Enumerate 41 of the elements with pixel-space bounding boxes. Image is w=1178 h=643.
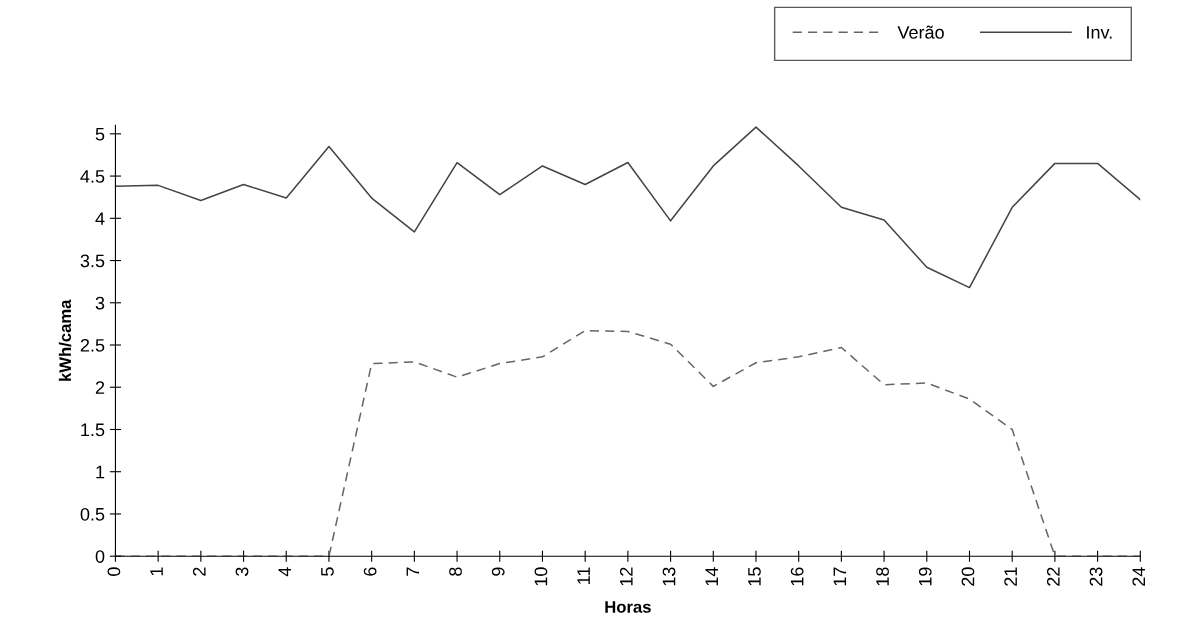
x-tick-label: 20 xyxy=(961,567,975,586)
x-tick-label: 13 xyxy=(662,567,676,586)
y-tick-label: 1 xyxy=(96,465,105,479)
x-tick-label: 12 xyxy=(619,567,633,586)
x-tick-label: 3 xyxy=(235,567,249,576)
x-tick-label: 9 xyxy=(491,567,505,576)
y-tick-label: 3 xyxy=(95,296,105,310)
y-tick-label: 1.5 xyxy=(81,423,105,437)
x-tick-label: 7 xyxy=(406,567,420,576)
x-tick-label: 16 xyxy=(790,567,804,586)
x-tick-label: 6 xyxy=(363,567,377,576)
x-tick-label: 23 xyxy=(1089,567,1103,586)
y-tick-label: 3.5 xyxy=(80,254,105,268)
x-tick-label: 21 xyxy=(1004,567,1017,586)
y-tick-label: 2 xyxy=(95,381,105,394)
x-tick-label: 22 xyxy=(1046,567,1060,586)
y-tick-label: 5 xyxy=(95,127,105,141)
x-tick-label: 18 xyxy=(876,567,889,586)
y-axis-title: kWh/cama xyxy=(58,299,72,381)
y-tick-label: 0 xyxy=(95,550,105,563)
y-tick-label: 0.5 xyxy=(80,507,105,521)
x-tick-label: 15 xyxy=(748,567,761,586)
x-tick-label: 1 xyxy=(150,567,163,576)
x-tick-label: 14 xyxy=(705,567,718,586)
x-tick-label: 5 xyxy=(321,567,334,576)
x-tick-label: 11 xyxy=(577,567,590,584)
x-tick-label: 17 xyxy=(833,567,847,586)
y-tick-label: 4 xyxy=(95,212,105,225)
x-tick-label: 0 xyxy=(107,567,121,576)
x-tick-label: 4 xyxy=(278,567,291,577)
y-tick-label: 4.5 xyxy=(80,170,105,183)
x-tick-label: 24 xyxy=(1132,567,1145,586)
x-tick-label: 19 xyxy=(918,567,932,586)
legend-label: Verão xyxy=(897,25,944,39)
legend-label: Inv. xyxy=(1087,26,1112,39)
x-tick-label: 8 xyxy=(449,567,462,576)
line-series xyxy=(115,126,1141,289)
x-axis-title: Horas xyxy=(605,601,651,613)
y-tick-label: 2.5 xyxy=(80,338,105,352)
x-tick-label: 10 xyxy=(534,567,548,586)
x-tick-label: 2 xyxy=(192,567,206,576)
